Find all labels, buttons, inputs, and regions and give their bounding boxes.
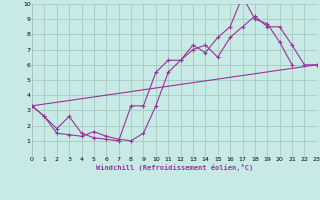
- X-axis label: Windchill (Refroidissement éolien,°C): Windchill (Refroidissement éolien,°C): [96, 164, 253, 171]
